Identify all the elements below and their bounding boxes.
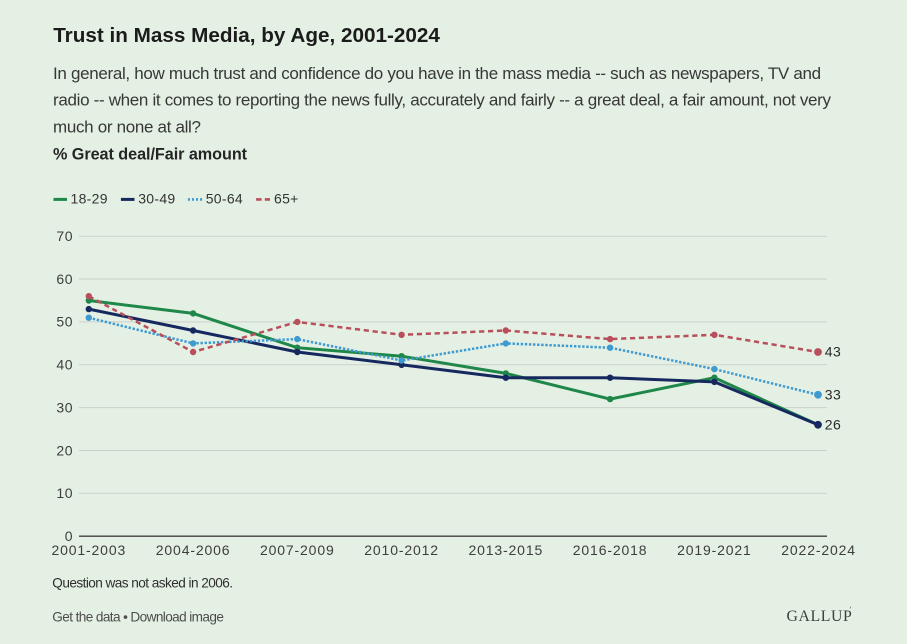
svg-text:33: 33 — [825, 386, 842, 402]
svg-text:30: 30 — [56, 399, 73, 415]
svg-text:2013-2015: 2013-2015 — [468, 542, 543, 558]
svg-text:2007-2009: 2007-2009 — [260, 542, 335, 558]
svg-text:2019-2021: 2019-2021 — [677, 542, 752, 558]
svg-text:60: 60 — [56, 271, 73, 287]
svg-text:GALLUP: GALLUP — [787, 608, 853, 625]
svg-text:70: 70 — [56, 228, 73, 244]
svg-text:Trust in Mass Media, by Age, 2: Trust in Mass Media, by Age, 2001-2024 — [53, 24, 440, 47]
svg-text:30-49: 30-49 — [138, 191, 175, 207]
svg-text:10: 10 — [56, 485, 73, 501]
svg-text:Get the data • Download image: Get the data • Download image — [52, 609, 223, 624]
svg-text:43: 43 — [825, 344, 842, 360]
svg-text:much or none at all?: much or none at all? — [53, 118, 201, 137]
svg-text:% Great deal/Fair amount: % Great deal/Fair amount — [53, 146, 248, 164]
svg-text:2001-2003: 2001-2003 — [51, 542, 126, 558]
svg-text:26: 26 — [825, 416, 842, 432]
svg-text:20: 20 — [56, 442, 73, 458]
svg-text:65+: 65+ — [274, 191, 299, 207]
svg-text:50-64: 50-64 — [206, 191, 243, 207]
svg-text:2010-2012: 2010-2012 — [364, 542, 439, 558]
svg-text:40: 40 — [56, 357, 73, 373]
svg-text:2016-2018: 2016-2018 — [573, 542, 648, 558]
svg-text:0: 0 — [65, 528, 73, 544]
svg-text:Question was not asked in 2006: Question was not asked in 2006. — [52, 576, 232, 591]
svg-text:2004-2006: 2004-2006 — [156, 542, 231, 558]
svg-text:radio -- when it comes to repo: radio -- when it comes to reporting the … — [53, 91, 832, 110]
svg-text:50: 50 — [56, 314, 73, 330]
svg-text:In general, how much trust and: In general, how much trust and confidenc… — [53, 64, 821, 83]
svg-text:2022-2024: 2022-2024 — [781, 542, 856, 558]
svg-text:18-29: 18-29 — [71, 191, 108, 207]
svg-text:ʼ: ʼ — [850, 606, 852, 615]
